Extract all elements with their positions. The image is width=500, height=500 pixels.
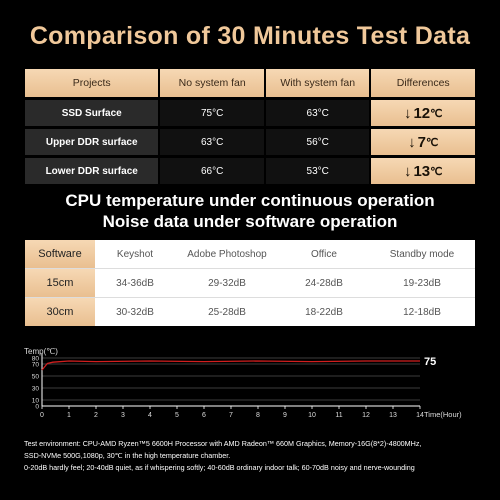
table-row: 30cm 30-32dB 25-28dB 18-22dB 12-18dB: [25, 298, 475, 326]
difference-unit: ℃: [430, 107, 443, 120]
x-tick-label: 11: [335, 412, 342, 419]
difference-value: ↓ 7 ℃: [371, 129, 475, 155]
table-row: Upper DDR surface 63°C 56°C ↓ 7 ℃: [25, 129, 475, 155]
test-environment-notes: Test environment: CPU-AMD Ryzen™5 6600H …: [24, 438, 484, 474]
header-photoshop: Adobe Photoshop: [187, 248, 267, 260]
x-tick-label: 3: [121, 412, 125, 419]
arrow-down-icon: ↓: [403, 104, 412, 122]
table-row: SSD Surface 75°C 63°C ↓ 12 ℃: [25, 100, 475, 126]
y-tick-label: 70: [32, 362, 40, 369]
y-tick-label: 80: [32, 356, 40, 363]
noise-table: Software Keyshot Adobe Photoshop Office …: [25, 240, 475, 326]
noise-value: 18-22dB: [305, 306, 343, 318]
no-fan-value: 75°C: [160, 100, 264, 126]
y-tick-label: 10: [32, 398, 40, 405]
with-fan-value: 53°C: [265, 158, 370, 184]
with-fan-value: 56°C: [265, 129, 370, 155]
difference-unit: ℃: [425, 136, 439, 149]
x-tick-label: 9: [283, 412, 287, 419]
x-tick-label: 7: [229, 412, 233, 419]
x-tick-label: 2: [94, 412, 98, 419]
distance-label: 30cm: [25, 298, 95, 326]
difference-number: 13: [413, 162, 431, 180]
noise-value: 34-36dB: [116, 277, 154, 289]
difference-number: 7: [417, 133, 426, 151]
header-no-fan: No system fan: [160, 69, 264, 97]
difference-unit: ℃: [430, 165, 443, 178]
header-projects: Projects: [25, 69, 159, 97]
noise-value: 24-28dB: [305, 277, 343, 289]
x-tick-label: 5: [175, 412, 179, 419]
project-name: SSD Surface: [25, 100, 159, 126]
x-tick-label: 8: [256, 412, 260, 419]
page-title: Comparison of 30 Minutes Test Data: [29, 22, 471, 50]
project-name: Lower DDR surface: [25, 158, 159, 184]
x-axis-label: Time(Hour): [424, 410, 462, 419]
noise-value: 12-18dB: [403, 306, 441, 318]
x-tick-label: 1: [67, 412, 71, 419]
x-tick-label: 12: [362, 412, 370, 419]
end-value-label: 75: [424, 356, 436, 368]
no-fan-value: 63°C: [160, 129, 264, 155]
environment-line: 0-20dB hardly feel; 20-40dB quiet, as if…: [24, 463, 415, 472]
header-keyshot: Keyshot: [116, 248, 154, 260]
header-standby: Standby mode: [389, 248, 455, 260]
x-tick-label: 0: [40, 412, 44, 419]
x-tick-label: 14: [416, 412, 424, 419]
header-software: Software: [25, 240, 95, 268]
temperature-series-line: [41, 360, 420, 371]
header-differences: Differences: [371, 69, 475, 97]
difference-number: 12: [413, 104, 431, 122]
header-with-fan: With system fan: [265, 69, 370, 97]
noise-value: 25-28dB: [208, 306, 246, 318]
y-tick-label: 0: [35, 404, 39, 411]
x-tick-label: 6: [202, 412, 206, 419]
arrow-down-icon: ↓: [408, 133, 416, 151]
noise-value: 30-32dB: [116, 306, 154, 318]
noise-value: 19-23dB: [403, 277, 441, 289]
x-tick-label: 10: [308, 412, 316, 419]
noise-value: 29-32dB: [208, 277, 246, 289]
x-tick-label: 4: [148, 412, 152, 419]
header-office: Office: [311, 248, 337, 260]
noise-subtitle: Noise data under software operation: [102, 212, 398, 231]
distance-label: 15cm: [25, 269, 95, 297]
arrow-down-icon: ↓: [403, 162, 412, 180]
y-tick-label: 50: [32, 374, 40, 381]
project-name: Upper DDR surface: [25, 129, 159, 155]
temperature-comparison-table: Projects No system fan With system fan D…: [25, 69, 475, 187]
with-fan-value: 63°C: [265, 100, 370, 126]
table-header-row: Projects No system fan With system fan D…: [25, 69, 475, 97]
table-header-row: Software Keyshot Adobe Photoshop Office …: [25, 240, 475, 269]
difference-value: ↓ 13 ℃: [371, 158, 475, 184]
environment-line: Test environment: CPU-AMD Ryzen™5 6600H …: [24, 439, 422, 448]
x-tick-label: 13: [389, 412, 397, 419]
difference-value: ↓ 12 ℃: [371, 100, 475, 126]
environment-line: SSD-NVMe 500G,1080p, 30℃ in the high tem…: [24, 451, 231, 460]
table-row: 15cm 34-36dB 29-32dB 24-28dB 19-23dB: [25, 269, 475, 298]
table-row: Lower DDR surface 66°C 53°C ↓ 13 ℃: [25, 158, 475, 184]
no-fan-value: 66°C: [160, 158, 264, 184]
cpu-temp-subtitle: CPU temperature under continuous operati…: [65, 191, 435, 210]
y-axis-label: Temp(℃): [24, 347, 58, 356]
y-tick-label: 30: [32, 386, 40, 393]
